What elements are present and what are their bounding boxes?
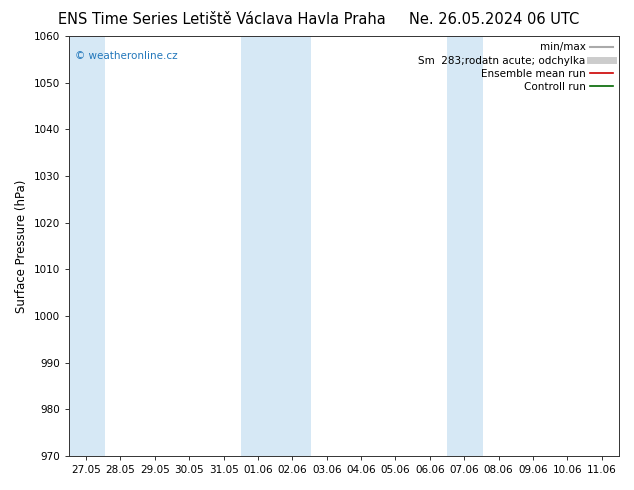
Text: © weatheronline.cz: © weatheronline.cz: [75, 51, 178, 61]
Bar: [447, 36, 483, 456]
Bar: [241, 36, 311, 456]
Text: ENS Time Series Letiště Václava Havla Praha: ENS Time Series Letiště Václava Havla Pr…: [58, 12, 385, 27]
Text: Ne. 26.05.2024 06 UTC: Ne. 26.05.2024 06 UTC: [410, 12, 579, 27]
Legend: min/max, Sm  283;rodatn acute; odchylka, Ensemble mean run, Controll run: min/max, Sm 283;rodatn acute; odchylka, …: [414, 38, 617, 96]
Y-axis label: Surface Pressure (hPa): Surface Pressure (hPa): [15, 179, 28, 313]
Bar: [69, 36, 105, 456]
